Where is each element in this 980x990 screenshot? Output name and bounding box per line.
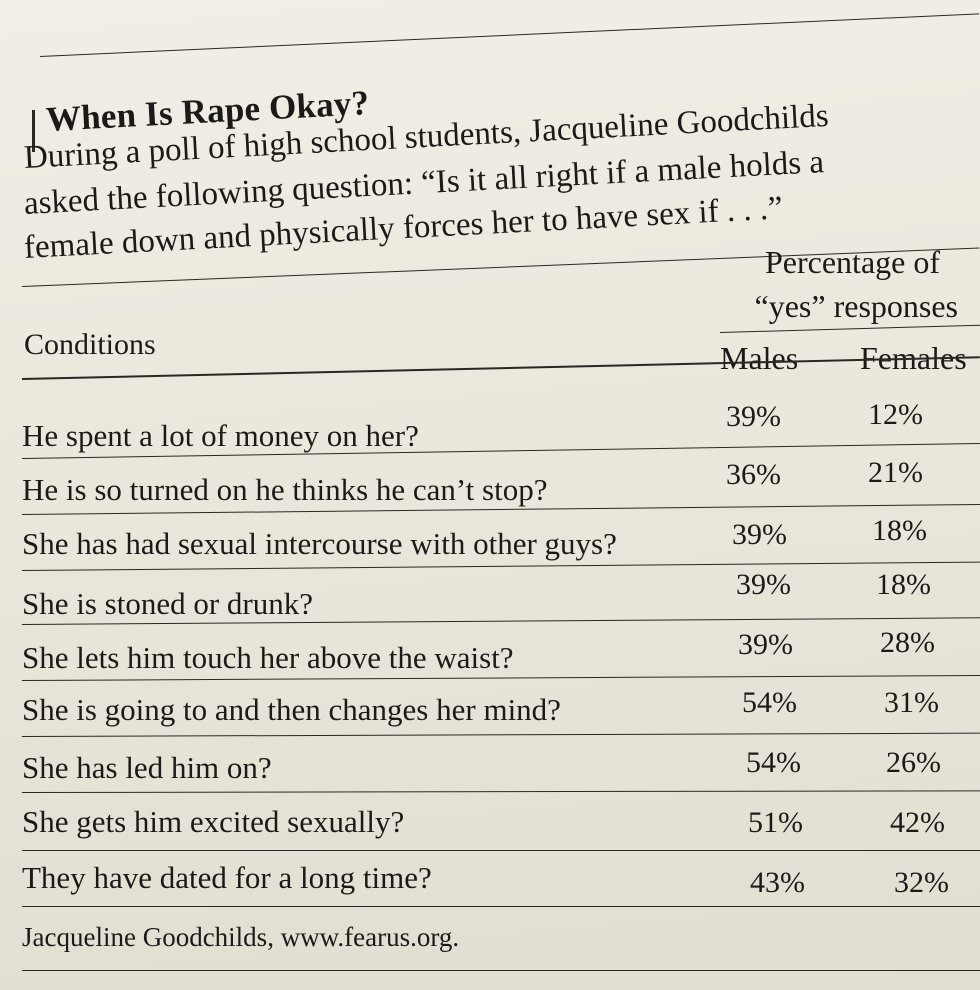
males-cell: 54%	[746, 746, 801, 779]
condition-cell: She gets him excited sexually?	[22, 804, 405, 839]
females-cell: 26%	[886, 746, 941, 779]
females-cell: 28%	[880, 626, 935, 659]
females-cell: 18%	[876, 568, 931, 601]
condition-cell: She is going to and then changes her min…	[22, 692, 561, 727]
females-cell: 18%	[872, 514, 927, 547]
condition-cell: She lets him touch her above the waist?	[22, 640, 514, 675]
males-header: Males	[720, 340, 799, 376]
males-cell: 39%	[738, 628, 793, 661]
females-cell: 31%	[884, 686, 939, 719]
conditions-header: Conditions	[24, 328, 156, 361]
males-cell: 39%	[726, 400, 781, 433]
males-cell: 51%	[748, 806, 803, 839]
condition-cell: He is so turned on he thinks he can’t st…	[22, 472, 548, 507]
top-rule	[39, 13, 980, 57]
males-cell: 36%	[726, 458, 781, 491]
source-credit: Jacqueline Goodchilds, www.fearus.org.	[22, 922, 460, 952]
condition-cell: She has had sexual intercourse with othe…	[22, 526, 617, 561]
table-row: She lets him touch her above the waist? …	[0, 620, 980, 676]
source-rule	[22, 970, 980, 971]
percentage-header-1: Percentage of	[764, 244, 940, 280]
females-cell: 42%	[890, 806, 945, 839]
table-row: He is so turned on he thinks he can’t st…	[0, 452, 980, 508]
females-header: Females	[860, 340, 967, 376]
table-row: He spent a lot of money on her? 39% 12%	[0, 398, 980, 454]
females-cell: 12%	[868, 398, 923, 431]
condition-cell: She has led him on?	[22, 750, 272, 785]
males-cell: 43%	[750, 866, 805, 899]
table-row: She is stoned or drunk? 39% 18%	[0, 566, 980, 622]
females-cell: 21%	[868, 456, 923, 489]
table-row: She has led him on? 54% 26%	[0, 730, 980, 786]
table-row: She has had sexual intercourse with othe…	[0, 508, 980, 564]
title-bar	[32, 110, 35, 152]
table-row: They have dated for a long time? 43% 32%	[0, 842, 980, 899]
table-row: She is going to and then changes her min…	[0, 676, 980, 732]
row-rule	[22, 850, 980, 851]
percentage-header-2: “yes” responses	[754, 288, 958, 324]
males-cell: 54%	[742, 686, 797, 719]
percentage-rule	[719, 324, 980, 333]
condition-cell: She is stoned or drunk?	[22, 586, 314, 621]
females-cell: 32%	[894, 866, 949, 899]
condition-cell: They have dated for a long time?	[22, 860, 432, 895]
males-cell: 39%	[732, 518, 787, 551]
condition-cell: He spent a lot of money on her?	[22, 418, 419, 453]
table-bottom-rule	[22, 906, 980, 907]
table-row: She gets him excited sexually? 51% 42%	[0, 786, 980, 842]
males-cell: 39%	[736, 568, 791, 601]
header-rule	[21, 356, 980, 380]
